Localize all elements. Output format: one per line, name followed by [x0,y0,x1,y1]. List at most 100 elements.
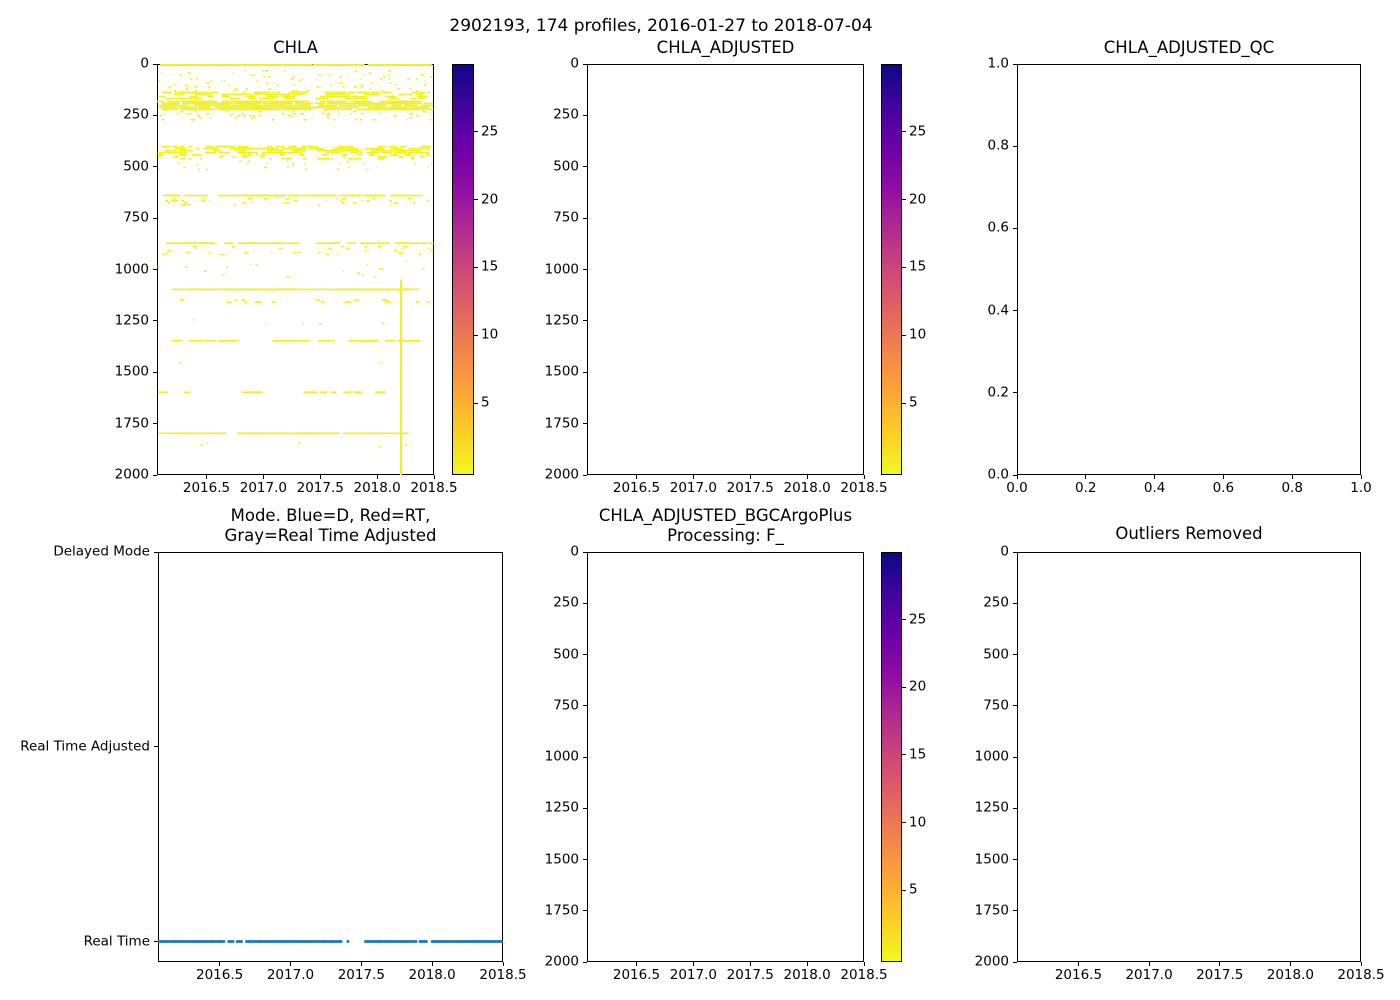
bgcargoplus-colorbar-tickmark [902,619,906,621]
subplot-title-outliers-removed: Outliers Removed [1115,524,1263,543]
chla-adjusted-qc-x-tickmark [1291,475,1293,479]
outliers-removed-y-tick-label: 1000 [974,748,1009,765]
chla-y-tickmark [153,371,157,373]
chla-adjusted-qc-y-tick-label: 0.8 [987,137,1009,154]
outliers-removed-y-tick-label: 1250 [974,799,1009,816]
chla-adjusted-y-tick-label: 1250 [544,312,579,329]
chla-y-tick-label: 1000 [114,260,149,277]
chla-adjusted-qc-y-tick-label: 0.2 [987,384,1009,401]
chla-adjusted-colorbar-tickmark [902,402,906,404]
bgcargoplus-y-tick-label: 1750 [544,902,579,918]
chla-adjusted-qc-y-tickmark [1013,145,1017,147]
chla-x-tickmark [205,475,207,479]
bgcargoplus-y-tick-label: 1250 [544,799,579,816]
chla-adjusted-y-tickmark [583,371,587,373]
subplot-title-chla-adjusted: CHLA_ADJUSTED [656,38,795,57]
chla-adjusted-y-tickmark [583,166,587,168]
chla-y-tickmark [153,63,157,65]
chla-adjusted-y-tickmark [583,269,587,270]
chla-y-tick-label: 1250 [114,312,149,329]
mode-x-tick-label: 2016.5 [196,967,244,983]
chla-adjusted-qc-y-tick-label: 0.6 [987,219,1009,236]
chla-colorbar-tick-label: 15 [481,258,499,275]
mode-x-tickmark [502,962,504,966]
outliers-removed-x-tickmark [1219,962,1221,966]
bgcargoplus-y-tick-label: 2000 [544,953,579,970]
chla-y-tickmark [153,320,157,322]
chla-adjusted-qc-x-tickmark [1360,475,1362,479]
bgcargoplus-y-tickmark [583,859,587,860]
chla-y-tickmark [153,217,157,219]
mode-x-tickmark [431,962,433,966]
bgcargoplus-y-tickmark [583,961,587,963]
mode-y-tickmark [154,941,158,943]
bgcargoplus-colorbar-tickmark [902,822,906,824]
bgcargoplus-colorbar-tickmark [902,686,906,688]
chla-x-tickmark [319,475,321,479]
chla-adjusted-colorbar-tick-label: 20 [909,190,927,207]
outliers-removed-y-tickmark [1013,654,1017,655]
chla-adjusted-qc-y-tickmark [1013,392,1017,394]
chla-y-tick-label: 1750 [114,414,149,431]
bgcargoplus-y-tickmark [583,654,587,655]
figure-title: 2902193, 174 profiles, 2016-01-27 to 201… [449,16,873,36]
mode-x-tick-label: 2017.0 [266,967,315,983]
chla-adjusted-qc-x-tickmark [1016,475,1018,479]
chla-x-tick-label: 2018.0 [353,480,401,496]
chla-adjusted-y-tick-label: 750 [553,209,579,226]
mode-y-tickmark [154,746,158,748]
chla-colorbar-tickmark [474,131,478,133]
outliers-removed-plot-area [1017,552,1361,962]
mode-points-layer [158,940,503,943]
bgcargoplus-y-tickmark [583,551,587,553]
bgcargoplus-y-tick-label: 0 [570,543,579,560]
chla-adjusted-colorbar-tickmark [902,131,906,133]
outliers-removed-x-tick-label: 2017.5 [1196,967,1244,983]
bgcargoplus-x-tick-label: 2018.0 [783,967,831,983]
mode-y-tick-label: Real Time Adjusted [20,738,150,755]
outliers-removed-y-tickmark [1013,602,1017,604]
mode-y-tick-label: Delayed Mode [53,543,150,560]
bgcargoplus-x-tick-label: 2016.5 [612,967,661,983]
chla-vertical-profile-line [400,279,402,475]
mode-y-tick-label: Real Time [83,932,150,949]
bgcargoplus-x-tickmark [749,962,751,966]
chla-adjusted-colorbar-tick-label: 25 [909,123,927,140]
mode-x-tick-label: 2018.0 [408,967,456,983]
chla-adjusted-qc-x-tick-label: 0.2 [1075,480,1097,496]
chla-colorbar-tickmark [474,266,478,268]
chla-y-tick-label: 0 [140,55,149,72]
chla-adjusted-plot-area [587,64,864,475]
outliers-removed-x-tickmark [1360,962,1362,966]
chla-colorbar-tick-label: 5 [481,394,490,411]
chla-adjusted-colorbar-tick-label: 10 [909,326,927,343]
chla-adjusted-qc-x-tickmark [1154,475,1156,479]
chla-colorbar-tick-label: 20 [481,190,499,207]
subplot-title-bgcargoplus: CHLA_ADJUSTED_BGCArgoPlus Processing: F_ [598,506,853,545]
chla-adjusted-x-tickmark [692,475,694,479]
chla-points-layer [157,64,434,475]
bgcargoplus-colorbar-tickmark [902,889,906,891]
chla-x-tick-label: 2016.5 [182,480,231,496]
chla-adjusted-colorbar-tickmark [902,334,906,336]
outliers-removed-y-tickmark [1013,859,1017,860]
bgcargoplus-x-tick-label: 2018.5 [840,967,888,983]
outliers-removed-y-tickmark [1013,807,1017,809]
outliers-removed-x-tick-label: 2018.5 [1337,967,1385,983]
chla-y-tick-label: 1500 [114,363,149,380]
bgcargoplus-x-tick-label: 2017.0 [669,967,717,983]
chla-colorbar-tick-label: 25 [481,123,499,140]
chla-adjusted-qc-y-tickmark [1013,227,1017,229]
chla-adjusted-y-tickmark [583,474,587,476]
bgcargoplus-x-tickmark [635,962,637,966]
bgcargoplus-plot-area [587,552,864,962]
bgcargoplus-y-tickmark [583,807,587,809]
chla-colorbar-tickmark [474,199,478,201]
chla-adjusted-x-tick-label: 2017.5 [726,480,774,496]
chla-adjusted-y-tick-label: 0 [570,55,579,72]
chla-adjusted-y-tick-label: 500 [553,158,579,174]
chla-colorbar-tickmark [474,402,478,404]
chla-adjusted-qc-y-tick-label: 0.0 [987,466,1009,483]
outliers-removed-x-tickmark [1077,962,1079,966]
bgcargoplus-y-tickmark [583,705,587,707]
